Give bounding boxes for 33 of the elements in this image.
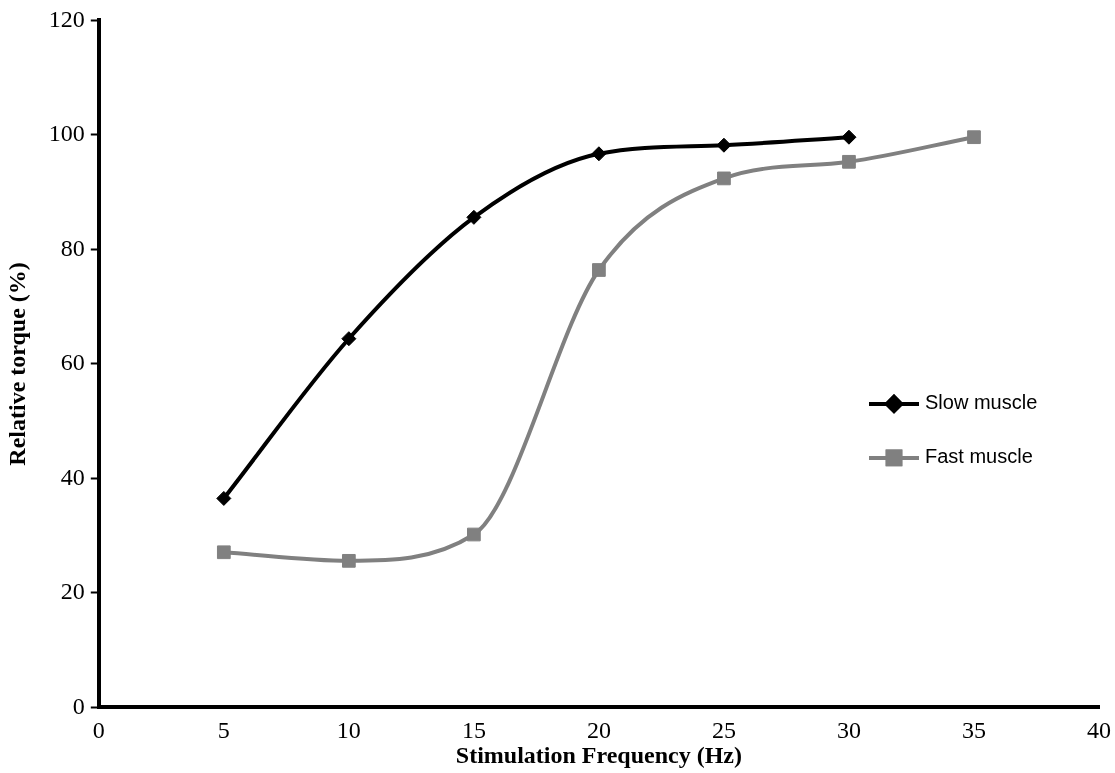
y-tick-label: 0 — [72, 692, 85, 719]
point — [717, 171, 731, 186]
point — [591, 146, 607, 162]
x-tick-label: 10 — [336, 717, 361, 744]
point — [841, 129, 857, 145]
point — [592, 263, 606, 277]
x-tick-label: 20 — [586, 717, 611, 744]
point — [216, 545, 231, 560]
point — [467, 527, 481, 542]
x-tick-label: 35 — [961, 717, 986, 744]
x-tick-label: 15 — [461, 717, 486, 744]
x-tick-label: 5 — [217, 717, 230, 744]
point — [466, 209, 482, 225]
x-tick-label: 25 — [711, 717, 736, 744]
y-tick-label: 120 — [48, 5, 85, 32]
y-tick-label: 40 — [60, 463, 85, 490]
y-tick-label: 20 — [60, 578, 85, 605]
point — [341, 331, 357, 347]
legend-label: Fast muscle — [925, 445, 1033, 468]
y-tick-label: 80 — [60, 234, 85, 261]
x-tick-label: 30 — [836, 717, 861, 744]
point — [967, 130, 981, 145]
y-tick-label: 60 — [60, 349, 85, 376]
point — [216, 490, 232, 506]
legend-label: Slow muscle — [925, 391, 1038, 414]
x-tick-label: 0 — [92, 717, 105, 744]
point — [716, 137, 732, 153]
point — [842, 154, 856, 169]
x-axis-title: Stimulation Frequency (Hz) — [455, 741, 743, 768]
point — [341, 553, 356, 568]
y-axis-title: Relative torque (%) — [3, 262, 30, 466]
x-tick-label: 40 — [1087, 717, 1111, 744]
y-tick-label: 100 — [48, 120, 85, 147]
